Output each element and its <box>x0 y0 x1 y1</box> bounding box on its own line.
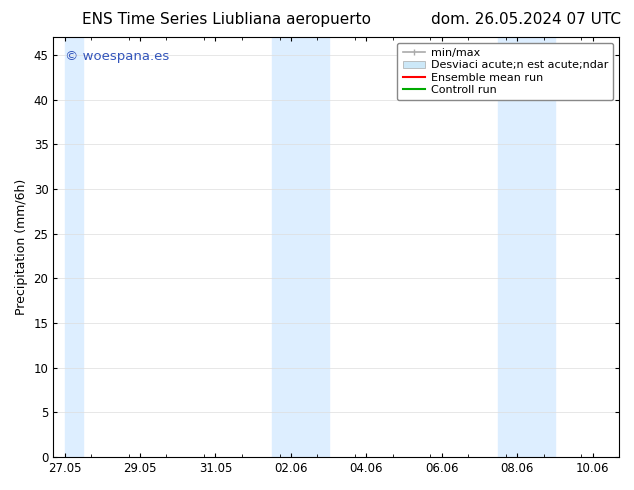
Text: © woespana.es: © woespana.es <box>65 49 169 63</box>
Legend: min/max, Desviaci acute;n est acute;ndar, Ensemble mean run, Controll run: min/max, Desviaci acute;n est acute;ndar… <box>397 43 614 100</box>
Bar <box>498 37 555 457</box>
Y-axis label: Precipitation (mm/6h): Precipitation (mm/6h) <box>15 179 28 315</box>
Bar <box>65 37 84 457</box>
Text: ENS Time Series Liubliana aeropuerto: ENS Time Series Liubliana aeropuerto <box>82 12 372 27</box>
Bar <box>272 37 328 457</box>
Text: dom. 26.05.2024 07 UTC: dom. 26.05.2024 07 UTC <box>431 12 621 27</box>
